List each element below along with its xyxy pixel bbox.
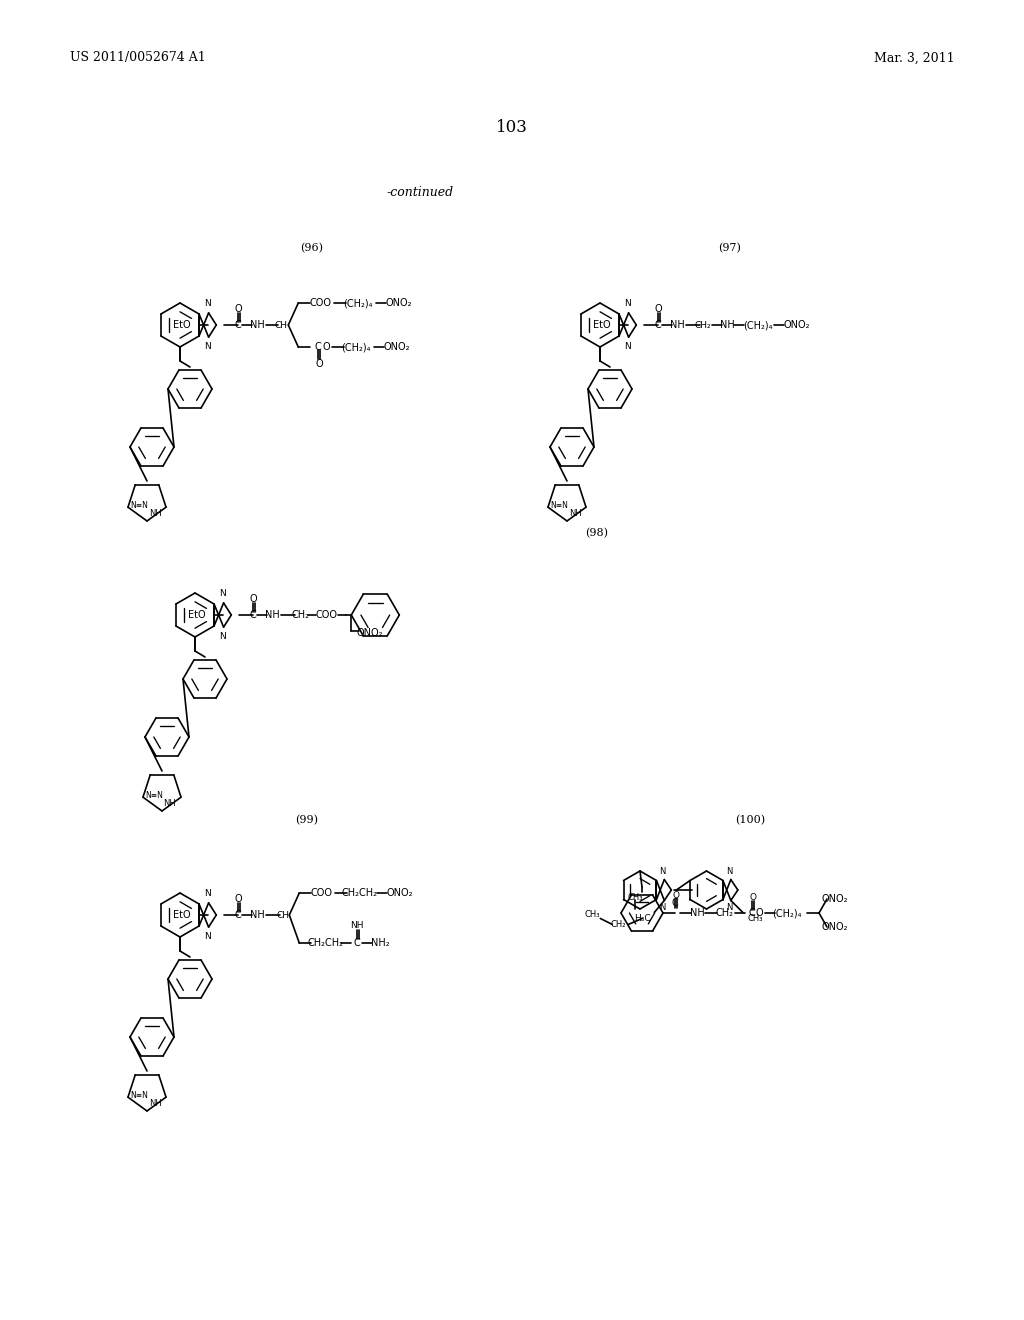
Text: O: O	[234, 894, 242, 904]
Text: COO: COO	[310, 888, 333, 898]
Text: N: N	[204, 932, 211, 941]
Text: -continued: -continued	[386, 186, 454, 198]
Text: CH₂CH₂: CH₂CH₂	[341, 888, 377, 898]
Text: (CH₂)₄: (CH₂)₄	[342, 342, 371, 352]
Text: O: O	[750, 892, 757, 902]
Text: N≡N: N≡N	[550, 502, 568, 511]
Text: N: N	[726, 866, 732, 875]
Text: (CH₂)₄: (CH₂)₄	[743, 319, 773, 330]
Text: O: O	[673, 891, 680, 899]
Text: EtO: EtO	[593, 319, 610, 330]
Text: (96): (96)	[300, 243, 324, 253]
Text: NH: NH	[250, 319, 264, 330]
Text: NH: NH	[164, 799, 176, 808]
Text: NH: NH	[148, 508, 162, 517]
Text: NH: NH	[670, 319, 685, 330]
Text: NH: NH	[250, 909, 264, 920]
Text: CH: CH	[276, 911, 290, 920]
Text: C: C	[315, 342, 322, 352]
Text: CH: CH	[274, 321, 288, 330]
Text: NH: NH	[720, 319, 734, 330]
Text: CH₃: CH₃	[585, 909, 600, 919]
Text: EtO: EtO	[173, 319, 190, 330]
Text: CH₃: CH₃	[628, 892, 643, 902]
Text: N: N	[219, 632, 226, 642]
Text: NH: NH	[148, 1098, 162, 1107]
Text: US 2011/0052674 A1: US 2011/0052674 A1	[70, 51, 206, 65]
Text: CH₂: CH₂	[610, 920, 626, 929]
Text: C: C	[655, 319, 662, 330]
Text: NH: NH	[265, 610, 280, 620]
Text: ONO₂: ONO₂	[385, 298, 412, 308]
Text: N: N	[204, 298, 211, 308]
Text: C: C	[749, 908, 756, 917]
Text: 103: 103	[496, 120, 528, 136]
Text: C: C	[234, 909, 242, 920]
Text: O: O	[323, 342, 330, 352]
Text: (97): (97)	[719, 243, 741, 253]
Text: O: O	[654, 304, 663, 314]
Text: N: N	[625, 342, 631, 351]
Text: C: C	[672, 898, 678, 908]
Text: N≡N: N≡N	[130, 1092, 147, 1101]
Text: ONO₂: ONO₂	[821, 921, 848, 932]
Text: N: N	[204, 342, 211, 351]
Text: N: N	[659, 866, 666, 875]
Text: C: C	[354, 939, 360, 948]
Text: N: N	[625, 298, 631, 308]
Text: N: N	[726, 903, 732, 912]
Text: NH: NH	[689, 908, 705, 917]
Text: (100): (100)	[735, 814, 765, 825]
Text: Mar. 3, 2011: Mar. 3, 2011	[874, 51, 955, 65]
Text: O: O	[234, 304, 242, 314]
Text: O: O	[755, 908, 763, 917]
Text: ONO₂: ONO₂	[783, 319, 810, 330]
Text: (99): (99)	[296, 814, 318, 825]
Text: N: N	[659, 903, 666, 912]
Text: O: O	[250, 594, 257, 605]
Text: N≡N: N≡N	[145, 792, 163, 800]
Text: ONO₂: ONO₂	[821, 894, 848, 904]
Text: CH₃: CH₃	[748, 913, 763, 923]
Text: C: C	[250, 610, 257, 620]
Text: CH₂: CH₂	[291, 610, 309, 620]
Text: (98): (98)	[586, 528, 608, 539]
Text: COO: COO	[315, 610, 337, 620]
Text: N: N	[219, 589, 226, 598]
Text: ONO₂: ONO₂	[386, 888, 413, 898]
Text: C: C	[234, 319, 242, 330]
Text: EtO: EtO	[173, 909, 190, 920]
Text: N≡N: N≡N	[130, 502, 147, 511]
Text: ONO₂: ONO₂	[383, 342, 410, 352]
Text: H₃C: H₃C	[634, 913, 650, 923]
Text: N: N	[204, 888, 211, 898]
Text: CH₂CH₂: CH₂CH₂	[307, 939, 343, 948]
Text: CH₂: CH₂	[716, 908, 734, 917]
Text: (CH₂)₄: (CH₂)₄	[772, 908, 802, 917]
Text: ONO₂: ONO₂	[356, 628, 383, 638]
Text: NH₂: NH₂	[371, 939, 389, 948]
Text: CH₂: CH₂	[695, 321, 712, 330]
Text: COO: COO	[309, 298, 332, 308]
Text: NH: NH	[568, 508, 582, 517]
Text: O: O	[315, 359, 324, 370]
Text: (CH₂)₄: (CH₂)₄	[343, 298, 373, 308]
Text: EtO: EtO	[187, 610, 205, 620]
Text: NH: NH	[350, 920, 365, 929]
